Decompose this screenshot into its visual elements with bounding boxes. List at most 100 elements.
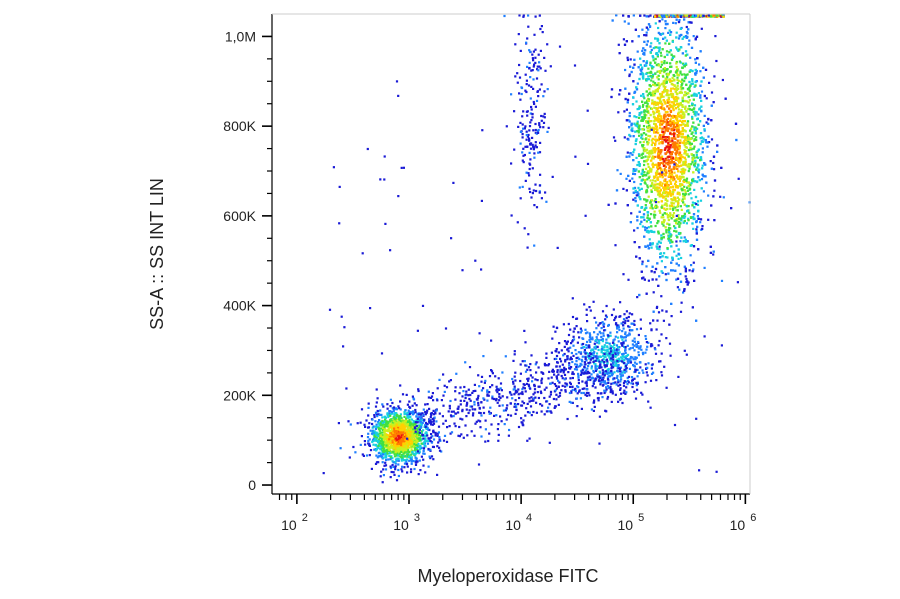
event-dot <box>647 400 650 403</box>
event-dot <box>698 107 701 110</box>
event-dot <box>683 219 686 223</box>
event-dot <box>642 103 645 107</box>
event-dot <box>673 135 676 138</box>
event-dot <box>406 453 409 456</box>
event-dot <box>652 115 656 118</box>
event-dot <box>697 113 700 116</box>
event-dot <box>375 437 378 441</box>
event-dot <box>661 137 664 140</box>
event-dot <box>681 199 684 202</box>
event-dot <box>382 405 385 408</box>
event-dot <box>402 428 405 431</box>
event-dot <box>386 403 389 406</box>
event-dot <box>715 59 718 63</box>
event-dot <box>398 455 401 458</box>
event-dot <box>647 28 650 31</box>
event-dot <box>632 187 635 190</box>
event-dot <box>693 85 696 88</box>
event-dot <box>644 228 647 232</box>
event-dot <box>662 164 666 167</box>
event-dot <box>412 452 415 455</box>
event-dot <box>650 203 653 206</box>
event-dot <box>643 40 646 43</box>
event-dot <box>666 105 669 108</box>
event-dot <box>634 397 638 400</box>
event-dot <box>638 210 641 213</box>
event-dot <box>674 96 677 99</box>
event-dot <box>735 138 738 142</box>
event-dot <box>656 247 659 250</box>
event-dot <box>386 452 389 455</box>
event-dot <box>657 154 660 157</box>
event-dot <box>647 165 650 168</box>
event-dot <box>665 159 668 162</box>
event-dot <box>580 369 583 373</box>
event-dot <box>378 413 382 416</box>
event-dot <box>647 99 650 102</box>
event-dot <box>689 129 692 132</box>
event-dot <box>684 130 687 133</box>
event-dot <box>628 155 631 158</box>
event-dot <box>697 123 700 126</box>
event-dot <box>394 451 397 454</box>
event-dot <box>662 133 665 136</box>
event-dot <box>669 33 672 36</box>
event-dot <box>678 141 681 145</box>
event-dot <box>651 179 655 182</box>
event-dot <box>669 241 672 244</box>
event-dot <box>648 120 651 123</box>
event-dot <box>676 139 679 142</box>
event-dot <box>636 191 639 194</box>
event-dot <box>421 421 424 424</box>
event-dot <box>679 102 682 105</box>
event-dot <box>619 172 622 175</box>
event-dot <box>393 427 396 430</box>
event-dot <box>618 328 621 332</box>
event-dot <box>654 224 657 228</box>
event-dot <box>395 454 398 457</box>
event-dot <box>642 93 645 96</box>
event-dot <box>386 438 389 441</box>
event-dot <box>656 167 660 170</box>
event-dot <box>637 153 641 156</box>
event-dot <box>657 191 660 194</box>
event-dot <box>656 242 659 245</box>
event-dot <box>675 218 678 221</box>
event-dot <box>639 73 642 76</box>
event-dot <box>586 378 589 381</box>
event-dot <box>401 426 404 430</box>
event-dot <box>657 46 660 49</box>
event-dot <box>405 417 408 420</box>
event-dot <box>681 105 684 108</box>
event-dot <box>675 65 678 69</box>
event-dot <box>676 69 679 72</box>
event-dot <box>720 166 723 169</box>
event-dot <box>662 236 665 239</box>
event-dot <box>668 120 671 123</box>
event-dot <box>395 449 398 452</box>
event-dot <box>651 150 654 153</box>
event-dot <box>682 123 685 126</box>
event-dot <box>673 137 676 140</box>
event-dot <box>664 23 668 26</box>
event-dot <box>679 240 682 243</box>
event-dot <box>424 438 427 442</box>
event-dot <box>690 137 693 140</box>
event-dot <box>612 351 615 354</box>
event-dot <box>651 55 654 58</box>
event-dot <box>672 143 675 146</box>
event-dot <box>424 471 427 474</box>
event-dot <box>398 419 401 422</box>
event-dot <box>654 125 657 128</box>
event-dot <box>590 367 593 370</box>
event-dot <box>681 189 684 192</box>
event-dot <box>375 436 378 439</box>
event-dot <box>660 32 664 36</box>
event-dot <box>668 172 671 176</box>
event-dot <box>598 330 601 333</box>
event-dot <box>397 474 400 478</box>
event-dot <box>670 152 673 156</box>
event-dot <box>392 431 395 434</box>
event-dot <box>647 134 650 137</box>
event-dot <box>645 133 648 136</box>
